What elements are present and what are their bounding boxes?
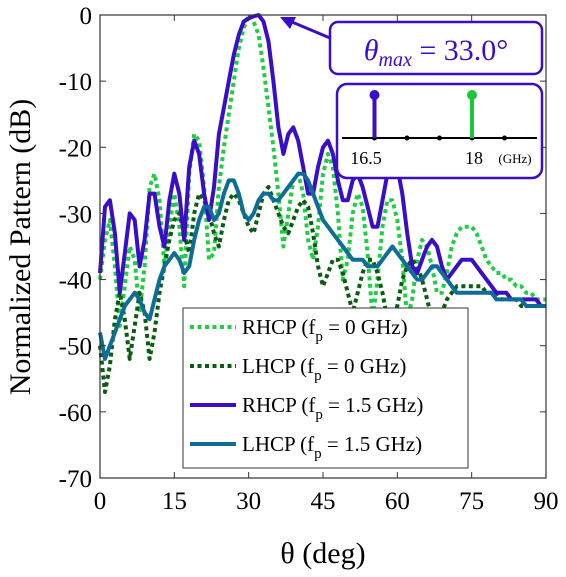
annotation-value: = 33.0° bbox=[412, 34, 508, 67]
annotation-label: θmax = 33.0° bbox=[364, 34, 509, 71]
annotation-arrow bbox=[291, 20, 331, 40]
inset-dot bbox=[437, 135, 442, 141]
inset-box bbox=[335, 82, 544, 180]
y-tick-label: -10 bbox=[59, 69, 92, 96]
annotation-subscript: max bbox=[379, 49, 412, 71]
y-tick-label: -60 bbox=[59, 400, 92, 427]
y-tick-label: -20 bbox=[59, 135, 92, 162]
inset-unit: (GHz) bbox=[498, 151, 531, 166]
annotation-symbol: θ bbox=[364, 34, 379, 67]
y-axis-label: Normalized Pattern (dB) bbox=[4, 99, 37, 396]
theta-max-annotation: θmax = 33.0° bbox=[280, 17, 544, 76]
series-line-rhcp-f-p-1-5-ghz bbox=[98, 13, 546, 308]
y-tick-label: -40 bbox=[59, 268, 92, 295]
series-line-rhcp-f-p-0-ghz bbox=[98, 13, 546, 328]
inset-stem-head bbox=[369, 90, 380, 100]
inset-tick-left: 16.5 bbox=[350, 148, 382, 168]
x-tick-label: 45 bbox=[311, 488, 336, 515]
y-tick-label: -30 bbox=[59, 201, 92, 228]
x-tick-label: 30 bbox=[236, 488, 261, 515]
legend-label: LHCP (fp = 1.5 GHz) bbox=[242, 432, 422, 462]
legend-label: LHCP (fp = 0 GHz) bbox=[242, 354, 406, 384]
inset-dot bbox=[404, 135, 410, 141]
x-tick-label: 90 bbox=[534, 488, 559, 515]
plot-lines bbox=[98, 13, 546, 394]
inset-stems bbox=[369, 90, 477, 138]
x-tick-label: 60 bbox=[385, 488, 410, 515]
x-tick-label: 75 bbox=[459, 488, 484, 515]
series-line-lhcp-f-p-1-5-ghz bbox=[98, 171, 546, 361]
y-tick-label: 0 bbox=[80, 3, 93, 30]
annotation-box bbox=[328, 20, 544, 76]
inset-stem-head bbox=[467, 90, 477, 100]
series-line-lhcp-f-p-0-ghz bbox=[98, 185, 546, 394]
x-tick-label: 15 bbox=[162, 488, 187, 515]
legend-label: RHCP (fp = 1.5 GHz) bbox=[242, 393, 423, 423]
annotation-arrowhead bbox=[280, 17, 296, 29]
y-tick-label: -50 bbox=[59, 334, 92, 361]
y-axis-ticks: 0 -10 -20 -30 -40 -50 -60 -70 bbox=[59, 3, 546, 493]
legend-box bbox=[182, 307, 469, 469]
x-tick-label: 0 bbox=[94, 488, 107, 515]
legend-label: RHCP (fp = 0 GHz) bbox=[242, 315, 408, 345]
legend: RHCP (fp = 0 GHz) LHCP (fp = 0 GHz) RHCP (… bbox=[182, 307, 469, 469]
frequency-inset: 16.5 18 (GHz) bbox=[335, 82, 544, 180]
x-axis-ticks: 0 15 30 45 60 75 90 bbox=[94, 15, 559, 515]
y-tick-label: -70 bbox=[59, 466, 92, 493]
x-axis-label: θ (deg) bbox=[280, 537, 365, 570]
inset-tick-right: 18 bbox=[465, 148, 483, 168]
inset-dot bbox=[502, 135, 507, 141]
